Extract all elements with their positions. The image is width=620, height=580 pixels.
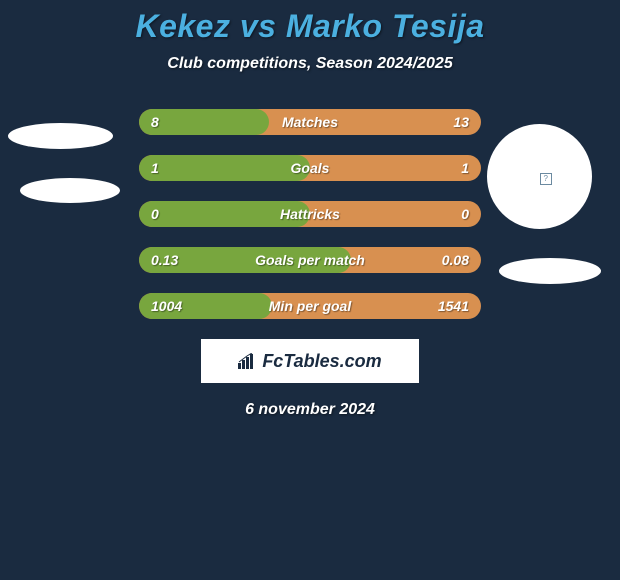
bar-left-value: 1: [151, 160, 159, 176]
bar-fill: [139, 155, 310, 181]
bar-right-value: 0: [461, 206, 469, 222]
bar-left-value: 0.13: [151, 252, 178, 268]
bar-label: Matches: [282, 114, 338, 130]
bar-right-value: 1541: [438, 298, 469, 314]
bar-label: Goals: [291, 160, 330, 176]
bar-right-value: 13: [453, 114, 469, 130]
subtitle: Club competitions, Season 2024/2025: [0, 55, 620, 73]
bar-row-min-per-goal: 1004 Min per goal 1541: [139, 293, 481, 319]
logo: FcTables.com: [238, 351, 381, 372]
chart-icon: [238, 353, 258, 369]
comparison-bars: 8 Matches 13 1 Goals 1 0 Hattricks 0 0.1…: [139, 109, 481, 319]
logo-text: FcTables.com: [262, 351, 381, 372]
bar-row-hattricks: 0 Hattricks 0: [139, 201, 481, 227]
bar-row-goals-per-match: 0.13 Goals per match 0.08: [139, 247, 481, 273]
page-title: Kekez vs Marko Tesija: [0, 8, 620, 45]
bar-label: Min per goal: [269, 298, 351, 314]
bar-right-value: 1: [461, 160, 469, 176]
player-right-avatar: [487, 124, 592, 229]
player-left-shape-2: [20, 178, 120, 203]
bar-left-value: 8: [151, 114, 159, 130]
logo-box: FcTables.com: [201, 339, 419, 383]
footer-date: 6 november 2024: [0, 401, 620, 419]
bar-left-value: 0: [151, 206, 159, 222]
placeholder-icon: [540, 173, 552, 185]
player-left-shape-1: [8, 123, 113, 149]
bar-left-value: 1004: [151, 298, 182, 314]
bar-row-matches: 8 Matches 13: [139, 109, 481, 135]
bar-label: Goals per match: [255, 252, 365, 268]
bar-right-value: 0.08: [442, 252, 469, 268]
player-right-shape-2: [499, 258, 601, 284]
bar-label: Hattricks: [280, 206, 340, 222]
bar-row-goals: 1 Goals 1: [139, 155, 481, 181]
